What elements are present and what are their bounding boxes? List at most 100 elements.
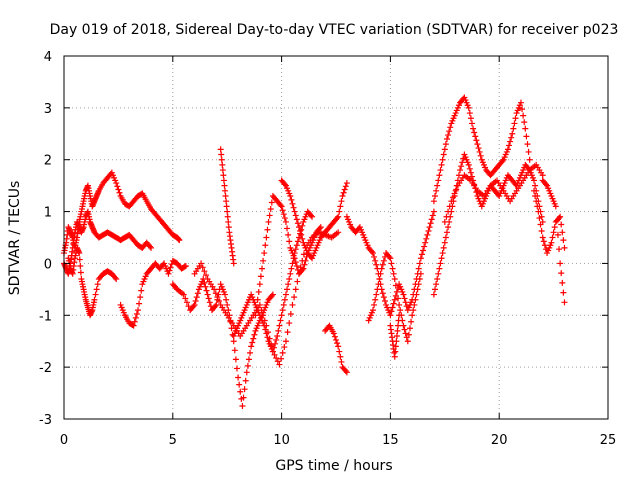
plus-marker — [281, 344, 288, 351]
plus-marker — [457, 167, 464, 174]
plus-marker — [395, 322, 402, 329]
plus-marker — [343, 180, 350, 187]
plus-marker — [250, 335, 257, 342]
plus-marker — [270, 344, 277, 351]
series-track-n — [387, 312, 403, 360]
plus-marker — [470, 125, 477, 132]
plus-marker — [401, 326, 408, 333]
series-track-k — [322, 322, 350, 376]
plus-marker — [405, 331, 412, 338]
plus-marker — [277, 202, 284, 209]
plus-marker — [474, 141, 481, 148]
plus-marker — [256, 281, 263, 288]
plus-marker — [230, 260, 237, 267]
plus-marker — [432, 286, 439, 293]
plus-marker — [449, 194, 456, 201]
plus-marker — [222, 291, 229, 298]
plus-marker — [281, 215, 288, 222]
plus-marker — [214, 294, 221, 301]
plus-marker — [254, 296, 261, 303]
plus-marker — [511, 120, 518, 127]
plus-marker — [561, 299, 568, 306]
plus-marker — [380, 257, 387, 264]
plus-marker — [340, 189, 347, 196]
series-track-s — [539, 177, 568, 306]
plus-marker — [467, 169, 474, 176]
plus-marker — [341, 186, 348, 193]
plus-marker — [388, 260, 395, 267]
plus-marker — [465, 104, 472, 111]
plus-marker — [445, 224, 452, 231]
plus-marker — [276, 322, 283, 329]
plus-marker — [212, 303, 219, 310]
plus-marker — [131, 318, 138, 325]
plus-marker — [432, 193, 439, 200]
series-track-o — [430, 94, 533, 205]
plus-marker — [343, 369, 350, 376]
plus-marker — [433, 187, 440, 194]
plus-marker — [274, 333, 281, 340]
gridlines — [64, 56, 608, 419]
plus-marker — [77, 263, 84, 270]
plus-marker — [113, 180, 120, 187]
plus-marker — [369, 250, 376, 257]
plus-marker — [244, 362, 251, 369]
plus-marker — [427, 220, 434, 227]
plus-marker — [245, 356, 252, 363]
plus-marker — [298, 231, 305, 238]
plus-marker — [224, 213, 231, 220]
plus-marker — [291, 294, 298, 301]
plus-marker — [556, 246, 563, 253]
plus-marker — [400, 291, 407, 298]
x-tick-labels: 0 5 10 15 20 25 — [60, 433, 616, 448]
plus-marker — [524, 141, 531, 148]
plus-marker — [336, 208, 343, 215]
plus-marker — [272, 340, 279, 347]
plus-marker — [412, 296, 419, 303]
plus-marker — [129, 322, 136, 329]
plus-marker — [287, 310, 294, 317]
plus-marker — [475, 145, 482, 152]
plus-marker — [441, 239, 448, 246]
plus-marker — [392, 343, 399, 350]
plus-marker — [260, 257, 267, 264]
plus-marker — [421, 243, 428, 250]
plus-marker — [293, 263, 300, 270]
plus-marker — [279, 307, 286, 314]
plus-marker — [434, 275, 441, 282]
plus-marker — [379, 261, 386, 268]
plus-marker — [393, 333, 400, 340]
plus-marker — [269, 348, 276, 355]
plus-marker — [532, 193, 539, 200]
plus-marker — [183, 299, 190, 306]
plus-marker — [193, 294, 200, 301]
plus-marker — [289, 200, 296, 207]
plus-marker — [523, 133, 530, 140]
plus-marker — [440, 244, 447, 251]
plus-marker — [437, 260, 444, 267]
plus-marker — [223, 296, 230, 303]
y-tick-label: 0 — [44, 257, 52, 272]
plus-marker — [504, 146, 511, 153]
plus-marker — [301, 261, 308, 268]
plus-marker — [130, 322, 137, 329]
plus-marker — [402, 330, 409, 337]
plus-marker — [77, 269, 84, 276]
plus-marker — [411, 301, 418, 308]
plus-marker — [190, 303, 197, 310]
plus-marker — [396, 301, 403, 308]
series-track-j — [217, 146, 237, 267]
plus-marker — [291, 255, 298, 262]
plus-marker — [438, 161, 445, 168]
plus-marker — [413, 291, 420, 298]
plus-marker — [526, 156, 533, 163]
plus-marker — [92, 291, 99, 298]
plus-marker — [136, 300, 143, 307]
plus-marker — [510, 125, 517, 132]
plus-marker — [426, 224, 433, 231]
series-track-c — [65, 244, 120, 319]
plus-marker — [376, 275, 383, 282]
plus-marker — [242, 377, 249, 384]
plus-marker — [445, 208, 452, 215]
y-tick-label: -3 — [39, 413, 52, 428]
